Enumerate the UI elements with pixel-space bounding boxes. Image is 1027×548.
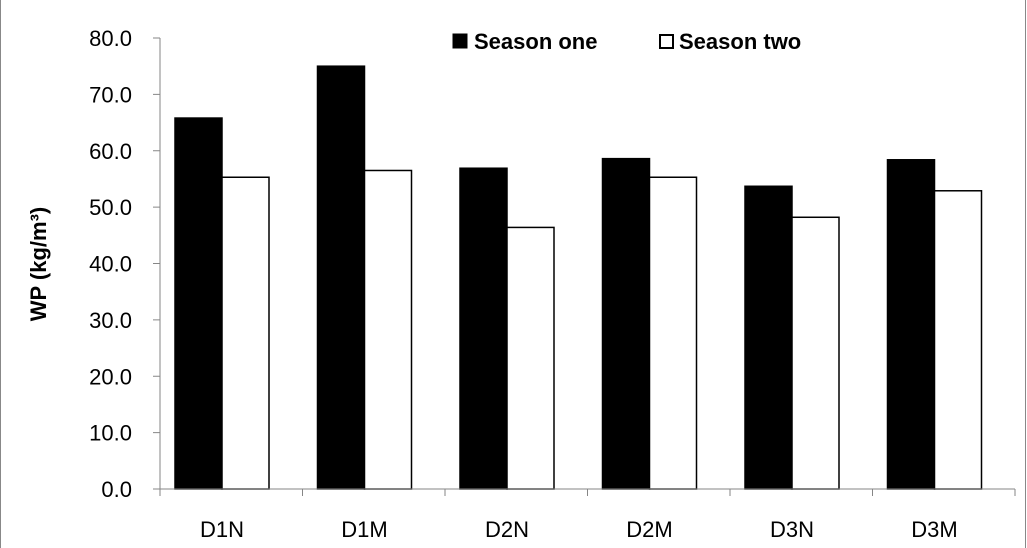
y-tick-label: 20.0	[89, 364, 132, 389]
bar-season-one-d1m	[316, 65, 366, 490]
bar-season-one-d2m	[601, 157, 651, 490]
legend: Season one Season two	[452, 29, 801, 54]
bar-season-two-d3n	[791, 216, 840, 490]
bars	[174, 65, 983, 490]
y-tick-label: 30.0	[89, 308, 132, 333]
bar-season-one-d2n	[459, 167, 508, 490]
y-tick-label: 10.0	[89, 421, 132, 446]
bar-season-one-d1n	[174, 117, 223, 490]
x-axis-labels: D1N D1M D2N D2M D3N D3M	[200, 517, 958, 542]
y-axis-ticks: 0.0 10.0 20.0 30.0 40.0 50.0 60.0 70.0 80.0	[89, 26, 160, 502]
bar-season-two-d1n	[221, 176, 270, 490]
y-tick-label: 70.0	[89, 82, 132, 107]
y-axis-title: WP (kg/m³)	[26, 207, 51, 321]
x-tick-label: D1N	[200, 517, 244, 542]
x-tick-label: D3M	[911, 517, 957, 542]
y-tick-label: 50.0	[89, 195, 132, 220]
bar-season-two-d2m	[648, 176, 698, 490]
legend-label-season-one: Season one	[474, 29, 597, 54]
legend-swatch-season-one	[452, 33, 468, 49]
axes	[159, 38, 1016, 496]
x-tick-label: D2M	[626, 517, 672, 542]
bar-season-two-d1m	[363, 169, 413, 490]
bar-season-one-d3m	[886, 159, 936, 490]
x-tick-label: D3N	[770, 517, 814, 542]
y-tick-label: 80.0	[89, 26, 132, 51]
y-tick-label: 40.0	[89, 252, 132, 277]
bar-season-one-d3n	[744, 185, 793, 490]
legend-label-season-two: Season two	[679, 29, 801, 54]
x-tick-label: D2N	[485, 517, 529, 542]
y-tick-label: 60.0	[89, 139, 132, 164]
bar-season-two-d3m	[933, 190, 983, 490]
x-tick-label: D1M	[341, 517, 387, 542]
legend-swatch-season-two	[659, 34, 674, 49]
bar-season-two-d2n	[506, 226, 555, 490]
y-tick-label: 0.0	[101, 477, 132, 502]
